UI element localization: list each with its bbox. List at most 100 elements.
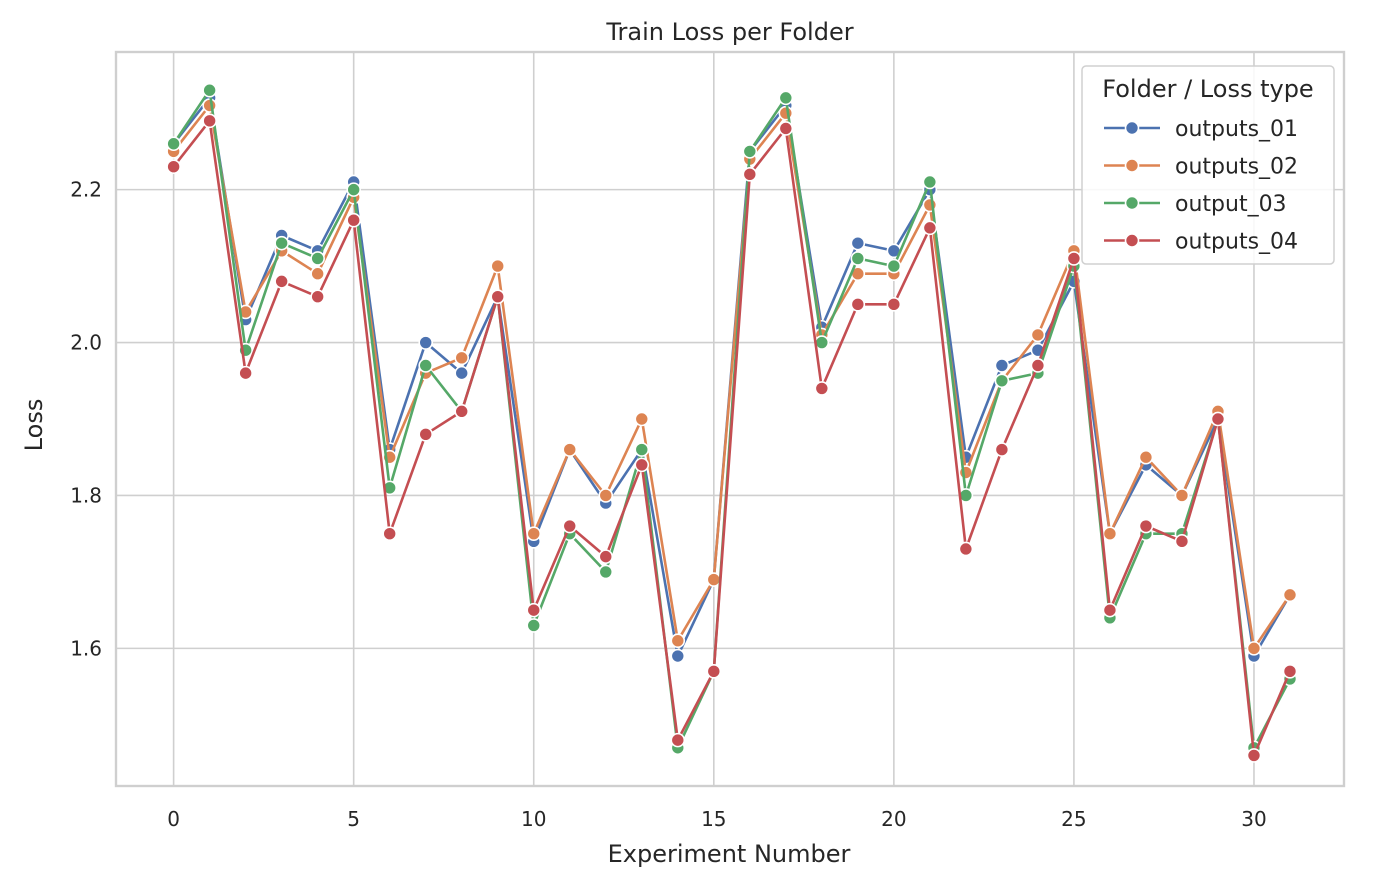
- data-point: [1030, 358, 1046, 373]
- data-point: [994, 442, 1010, 457]
- data-point: [346, 182, 361, 197]
- legend-label: outputs_01: [1175, 117, 1298, 142]
- series-outputs_04: [166, 113, 1298, 763]
- data-point: [994, 373, 1010, 389]
- data-point: [742, 167, 758, 182]
- data-point: [1246, 748, 1262, 763]
- data-point: [670, 648, 686, 664]
- x-tick-label: 0: [167, 807, 180, 831]
- data-point: [850, 297, 866, 312]
- x-tick-label: 25: [1061, 807, 1086, 831]
- data-point: [418, 358, 434, 373]
- data-point: [526, 602, 542, 618]
- legend-marker: [1124, 233, 1140, 248]
- y-tick-label: 1.6: [70, 636, 102, 660]
- data-point: [418, 426, 434, 442]
- y-axis-label: Loss: [20, 399, 48, 452]
- data-point: [490, 258, 506, 274]
- data-point: [310, 266, 325, 282]
- y-tick-label: 2.2: [70, 178, 102, 202]
- legend: Folder / Loss type outputs_01 outputs_02o…: [1081, 65, 1335, 265]
- data-point: [814, 381, 830, 396]
- data-point: [1102, 526, 1118, 541]
- data-point: [1282, 587, 1298, 603]
- grid-lines: [116, 52, 1344, 786]
- data-point: [490, 289, 506, 304]
- data-point: [274, 235, 289, 251]
- data-point: [418, 335, 434, 350]
- y-tick-label: 2.0: [70, 331, 102, 355]
- data-point: [922, 197, 938, 213]
- data-point: [670, 633, 686, 649]
- data-point: [1138, 449, 1154, 465]
- legend-items: outputs_01 outputs_02 output_03 outputs_04: [1104, 117, 1298, 255]
- data-point: [310, 251, 325, 266]
- data-point: [922, 174, 938, 190]
- tick-labels: 0 5 10 15 20 25 30 1.6 1.8 2.0 2.2: [70, 178, 1267, 831]
- data-point: [166, 159, 181, 174]
- data-point: [922, 220, 938, 236]
- data-point: [706, 664, 722, 679]
- data-point: [202, 113, 217, 129]
- data-point: [634, 457, 650, 473]
- x-tick-label: 10: [521, 807, 546, 831]
- x-axis-label: Experiment Number: [608, 840, 851, 868]
- data-point: [382, 526, 397, 541]
- data-point: [598, 488, 614, 503]
- data-point: [238, 365, 253, 381]
- data-point: [1030, 327, 1046, 343]
- data-point: [850, 251, 866, 266]
- data-point: [1210, 411, 1226, 427]
- legend-item-outputs_04: outputs_04: [1104, 230, 1298, 255]
- data-point: [670, 732, 686, 748]
- series-group: [166, 82, 1298, 763]
- data-point: [1174, 488, 1190, 503]
- legend-item-outputs_02: outputs_02: [1104, 155, 1298, 180]
- data-point: [1282, 664, 1298, 679]
- legend-box: [1081, 65, 1335, 265]
- legend-label: outputs_04: [1175, 230, 1298, 255]
- data-point: [1066, 251, 1082, 266]
- data-point: [202, 82, 217, 98]
- data-point: [454, 350, 470, 366]
- data-point: [1138, 518, 1154, 534]
- data-point: [526, 526, 542, 541]
- legend-marker: [1124, 158, 1140, 173]
- x-tick-label: 30: [1241, 807, 1266, 831]
- data-point: [634, 411, 650, 427]
- x-tick-label: 20: [881, 807, 906, 831]
- data-point: [886, 297, 902, 312]
- data-point: [958, 541, 974, 557]
- data-point: [166, 136, 181, 152]
- data-point: [886, 258, 902, 274]
- data-point: [706, 572, 722, 587]
- series-line: [172, 119, 1292, 757]
- data-point: [778, 90, 794, 106]
- data-point: [598, 564, 614, 580]
- y-tick-label: 1.8: [70, 483, 102, 507]
- data-point: [634, 442, 650, 457]
- data-point: [778, 121, 794, 136]
- data-point: [202, 98, 217, 113]
- data-point: [454, 404, 470, 419]
- legend-title: Folder / Loss type: [1102, 75, 1313, 103]
- data-point: [274, 274, 289, 289]
- data-point: [994, 358, 1010, 373]
- data-point: [1174, 534, 1190, 549]
- x-tick-label: 5: [347, 807, 360, 831]
- data-point: [742, 144, 758, 159]
- data-point: [346, 212, 361, 228]
- data-point: [310, 289, 325, 304]
- x-tick-label: 15: [701, 807, 726, 831]
- legend-marker: [1124, 195, 1140, 211]
- data-point: [850, 235, 866, 251]
- data-point: [598, 549, 614, 564]
- data-point: [778, 105, 794, 121]
- legend-label: output_03: [1175, 192, 1287, 217]
- data-point: [1246, 641, 1262, 656]
- chart-title: Train Loss per Folder: [605, 18, 853, 46]
- data-point: [562, 442, 578, 457]
- legend-marker: [1124, 120, 1140, 136]
- data-point: [1102, 602, 1118, 618]
